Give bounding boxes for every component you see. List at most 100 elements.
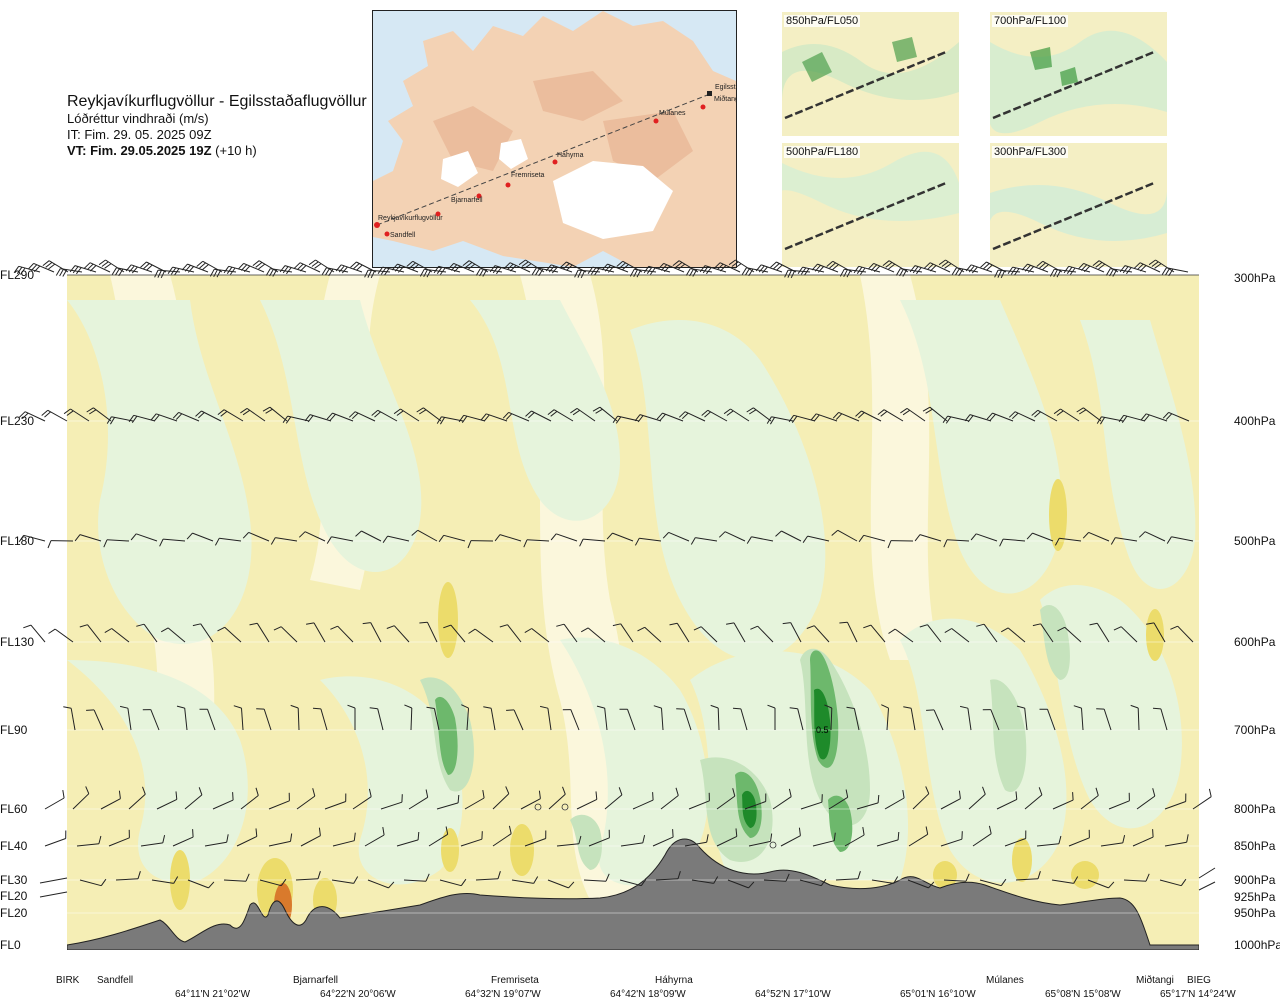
wind-barb-staff (450, 624, 466, 643)
thumbnail-field (782, 151, 959, 221)
wind-barb-staff (172, 266, 195, 273)
wind-barb-staff (661, 708, 664, 731)
wind-barb-feather (443, 624, 452, 629)
wind-barb-staff (396, 839, 419, 847)
wind-barb-feather (1162, 412, 1170, 419)
wind-barb-feather (45, 262, 53, 268)
waypoint-dot (505, 182, 511, 188)
wind-barb-staff (632, 799, 654, 810)
wind-barb-feather (382, 535, 389, 543)
wind-barb-staff (352, 796, 372, 810)
wind-barb-feather (723, 408, 731, 415)
wind-barb-feather (826, 260, 834, 267)
wind-barb-feather (162, 834, 166, 844)
map-glacier-langjokull (441, 151, 478, 187)
wind-barb-feather (596, 705, 605, 709)
wind-barb-feather (888, 628, 896, 634)
wind-barb-feather (404, 704, 412, 709)
wind-barb-feather (18, 535, 25, 543)
wind-barb-feather (810, 413, 817, 421)
wind-barb-staff (324, 801, 346, 810)
wind-barb-feather (1080, 264, 1088, 271)
wind-barb-feather (523, 539, 528, 548)
wind-barb-staff (219, 537, 242, 542)
map-waypoints (374, 91, 712, 237)
wind-barb-feather (766, 416, 772, 424)
wind-barb-staff (652, 836, 674, 847)
wind-barb-feather (157, 270, 162, 278)
wind-barb-staff (1101, 416, 1124, 422)
wind-barb-feather (175, 413, 183, 420)
wind-barb-feather (255, 828, 258, 837)
wind-barb-feather (926, 263, 934, 271)
wind-barb-staff (44, 797, 65, 810)
wind-barb-feather (719, 265, 727, 272)
wind-barb-feather (136, 623, 145, 627)
wind-barb-feather (845, 789, 849, 798)
wind-barb-feather (101, 261, 109, 267)
wind-barb-feather (312, 707, 321, 710)
wind-barb-staff (354, 411, 376, 422)
wind-barb-staff (648, 265, 671, 273)
wind-barb-feather (1034, 411, 1041, 418)
wind-barb-staff (172, 836, 194, 847)
wind-barb-feather (528, 412, 535, 419)
wind-barb-feather (926, 709, 935, 711)
wind-barb-staff (873, 262, 895, 273)
wind-barb-staff (838, 411, 860, 422)
wind-barb-staff (464, 797, 485, 810)
wind-barb-staff (526, 539, 550, 542)
wind-barb-feather (767, 704, 776, 709)
wind-barb-feather (273, 626, 282, 631)
wind-barb-staff (115, 878, 139, 881)
wind-barb-feather (461, 415, 468, 423)
wind-barb-feather (137, 871, 141, 879)
wind-barb-staff (940, 798, 961, 810)
wind-barb-feather (226, 266, 233, 274)
wind-barb-feather (458, 415, 465, 423)
wind-barb-feather (970, 533, 977, 541)
wind-barb-staff (990, 709, 1000, 731)
wind-barb-staff (331, 879, 354, 884)
wind-barb-staff (800, 801, 823, 810)
wind-barb-feather (118, 790, 121, 799)
wind-barb-staff (87, 624, 102, 643)
wind-barb-staff (807, 535, 830, 542)
calm-markers (534, 803, 777, 849)
waypoint-label-bjarnarfell: Bjarnarfell (293, 975, 339, 986)
wind-barb-staff (717, 707, 720, 731)
wind-barb-feather (89, 265, 97, 272)
wind-barb-feather (605, 873, 610, 882)
wind-barb-feather (881, 704, 889, 709)
updraft-region (990, 679, 1027, 792)
wind-barb-feather (867, 263, 875, 270)
wind-barb-feather (18, 411, 26, 418)
left-axis-label: FL0 (0, 938, 21, 952)
wind-barb-staff (1007, 627, 1026, 643)
wind-barb-feather (393, 408, 401, 415)
wind-barb-feather (240, 264, 248, 271)
wind-barb-staff (243, 262, 265, 273)
wind-barb-feather (726, 410, 734, 416)
wind-barb-feather (338, 265, 345, 273)
wind-barb-staff (556, 533, 578, 542)
wind-barb-feather (160, 627, 169, 633)
wind-barb-feather (1000, 627, 1009, 633)
wind-barb-staff (1064, 626, 1082, 643)
wind-barb-feather (642, 834, 646, 844)
wind-barb-feather (814, 264, 821, 272)
wind-barb-feather (1105, 268, 1111, 276)
map-label: Múlanes (659, 110, 686, 117)
wind-barb-feather (672, 260, 680, 266)
updraft-region (570, 814, 602, 870)
wind-barb-staff (295, 878, 319, 881)
wind-barb-feather (16, 266, 23, 274)
wind-barb-feather (612, 415, 619, 423)
wind-barb-feather (534, 268, 541, 276)
wind-barb-staff (380, 801, 403, 810)
updraft-region (67, 300, 252, 644)
wind-barb-feather (880, 411, 888, 417)
wind-barb-staff (377, 409, 398, 422)
wind-barb-staff (888, 260, 909, 273)
wind-barb-staff (240, 795, 259, 810)
